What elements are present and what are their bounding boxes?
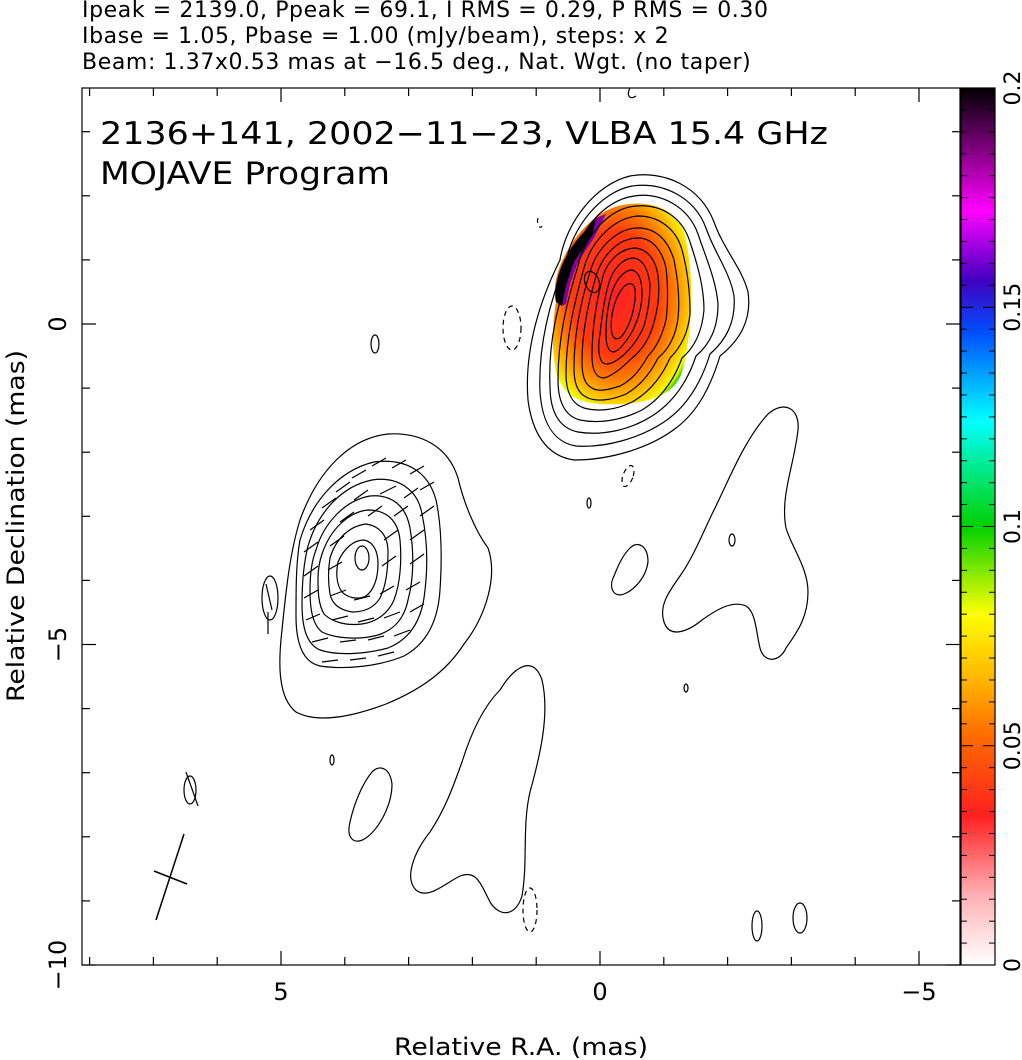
colorbar-axis: 0 0.05 0.1 0.15 0.2 [961, 71, 1022, 972]
x-tick-label: 0 [592, 978, 607, 1006]
header-line-2: Ibase = 1.05, Pbase = 1.00 (mJy/beam), s… [82, 24, 670, 49]
plot-frame [81, 87, 961, 966]
core-polarization-edge [555, 216, 604, 306]
colorbar-tick-label: 0.2 [1001, 71, 1022, 106]
header-line-1: Ipeak = 2139.0, Ppeak = 69.1, I RMS = 0.… [82, 0, 769, 23]
core-polarization-edge-purple [562, 214, 606, 306]
x-axis-label: Relative R.A. (mas) [394, 1033, 648, 1060]
x-tick-label: −5 [901, 978, 936, 1006]
y-tick-label: 0 [44, 316, 72, 331]
negative-contours [502, 217, 635, 933]
plot-title-line-1: 2136+141, 2002−11−23, VLBA 15.4 GHz [100, 116, 828, 152]
y-axis: 0 −5 −10 [44, 131, 960, 991]
colorbar-tick-label: 0.15 [1001, 283, 1022, 332]
colorbar-tick-label: 0.1 [1001, 509, 1022, 544]
beam-marker [153, 833, 188, 921]
plot-title-line-2: MOJAVE Program [100, 156, 390, 192]
evpa-ticks [265, 457, 435, 663]
colorbar-tick-label: 0.05 [1001, 721, 1022, 770]
y-tick-label: −5 [44, 627, 72, 662]
southern-component-contours [261, 433, 493, 719]
x-tick-label: 5 [273, 978, 288, 1006]
core-contours [526, 174, 750, 461]
map-content [153, 88, 809, 942]
y-tick-label: −10 [44, 940, 72, 991]
extended-emission-contours [183, 88, 809, 942]
core-polarization-colormap [553, 203, 692, 405]
x-axis: 5 0 −5 [88, 88, 937, 1006]
header-line-3: Beam: 1.37x0.53 mas at −16.5 deg., Nat. … [82, 50, 752, 75]
y-axis-label: Relative Declination (mas) [2, 350, 30, 702]
colorbar-tick-label: 0 [1001, 958, 1022, 972]
